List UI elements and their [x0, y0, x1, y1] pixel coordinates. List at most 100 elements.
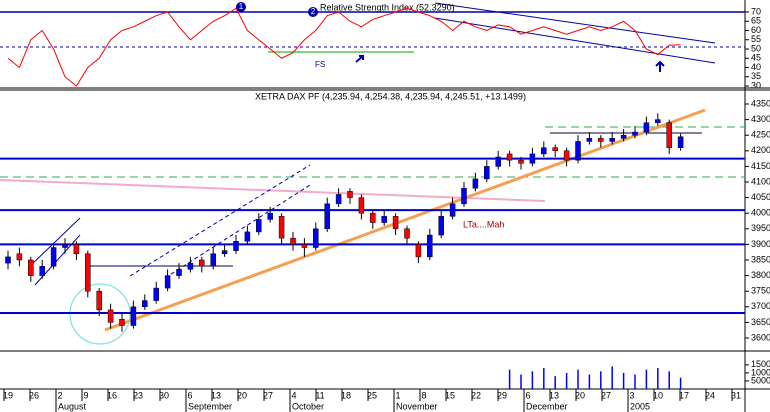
candle-body [199, 259, 205, 267]
candle-body [85, 253, 91, 292]
x-tick-label: 25 [367, 390, 377, 400]
pink-line [0, 179, 546, 202]
month-label: October [292, 401, 324, 411]
candle-body [119, 319, 125, 326]
candle-body [655, 119, 661, 123]
channel-line [129, 164, 311, 277]
candle-body [370, 212, 376, 223]
x-tick-label: 20 [237, 390, 247, 400]
candle-body [347, 191, 353, 198]
candle-body [210, 253, 216, 267]
candle-body [221, 250, 228, 255]
y-tick-label: 70 [751, 6, 761, 16]
candle-body [107, 309, 114, 323]
candle-body [575, 141, 581, 161]
candle-body [176, 269, 182, 276]
candle-body [256, 219, 262, 233]
candle-body [586, 138, 593, 142]
x-tick-label: 15 [445, 390, 455, 400]
y-tick-label: 55 [751, 34, 761, 44]
trend-line [104, 108, 706, 332]
candle-body [518, 159, 524, 164]
y-tick-label: 65 [751, 16, 761, 26]
y-tick-label: 60 [751, 25, 761, 35]
candle-body [484, 166, 490, 180]
candle-body [233, 241, 239, 251]
y-tick-label: 4100 [751, 176, 770, 186]
y-tick-label: 3950 [751, 223, 770, 233]
marker-label: 1 [239, 2, 244, 11]
y-tick-label: 15000 [751, 359, 770, 369]
candle-body [39, 265, 45, 276]
y-tick-label: 4250 [751, 130, 770, 140]
y-tick-label: 4200 [751, 145, 770, 155]
candle-body [313, 228, 319, 248]
month-label: August [58, 401, 87, 411]
channel-line [164, 184, 311, 279]
candle-body [50, 247, 57, 267]
x-tick-label: 1 [395, 390, 400, 400]
x-tick-label: 29 [497, 390, 507, 400]
candle-body [28, 259, 34, 276]
candle-body [278, 216, 285, 239]
marker-circle [236, 2, 246, 12]
x-tick-label: 23 [133, 390, 143, 400]
x-tick-label: 3 [629, 390, 634, 400]
marker-circle [308, 7, 318, 17]
candle-body [415, 244, 422, 258]
candle-body [335, 194, 342, 205]
candle-body [324, 203, 330, 230]
candle-body [620, 134, 627, 139]
candle-body [461, 187, 467, 205]
y-tick-label: 4000 [751, 208, 770, 218]
candle-body [358, 197, 365, 214]
candle-body [244, 231, 251, 242]
y-tick-label: 3850 [751, 254, 770, 264]
candle-body [16, 253, 23, 261]
arrow [655, 60, 665, 72]
x-tick-label: 27 [601, 390, 611, 400]
y-tick-label: 4150 [751, 161, 770, 171]
candle-body [529, 153, 536, 164]
rsi-trend-line [434, 2, 716, 44]
x-tick-label: 19 [3, 390, 13, 400]
candle-body [677, 136, 684, 148]
candle-body [62, 244, 68, 248]
x-tick-label: 6 [525, 390, 530, 400]
x-tick-label: 26 [29, 390, 39, 400]
y-tick-label: 4050 [751, 192, 770, 202]
candle-body [506, 153, 513, 161]
x-tick-label: 9 [83, 390, 88, 400]
y-tick-label: 3700 [751, 301, 770, 311]
x-tick-label: 11 [315, 390, 324, 400]
candle-body [96, 290, 102, 311]
candle-body [427, 234, 433, 258]
y-tick-label: 3600 [751, 332, 770, 342]
candle-body [164, 275, 171, 289]
candle-body [153, 287, 159, 301]
rsi-line [7, 7, 681, 87]
y-tick-label: 3750 [751, 286, 770, 296]
y-tick-label: 3800 [751, 270, 770, 280]
x-tick-label: 27 [263, 390, 273, 400]
y-tick-label: 30 [751, 80, 761, 90]
candle-body [130, 306, 137, 326]
candle-body [404, 228, 410, 239]
candle-body [449, 203, 456, 217]
x-tick-label: 13 [211, 390, 221, 400]
y-tick-label: 40 [751, 62, 761, 72]
candle-body [472, 178, 479, 189]
candle-body [290, 237, 296, 245]
candle-body [392, 216, 399, 230]
candle-body [301, 244, 308, 248]
candle-body [267, 212, 273, 220]
candle-body [598, 138, 604, 142]
x-tick-label: 10 [653, 390, 663, 400]
rsi-trend-line [434, 17, 716, 64]
candle-body [609, 138, 615, 142]
candle-body [381, 216, 387, 223]
candle-body [187, 262, 194, 270]
y-tick-label: 5000 [751, 375, 770, 385]
candle-body [541, 147, 547, 155]
